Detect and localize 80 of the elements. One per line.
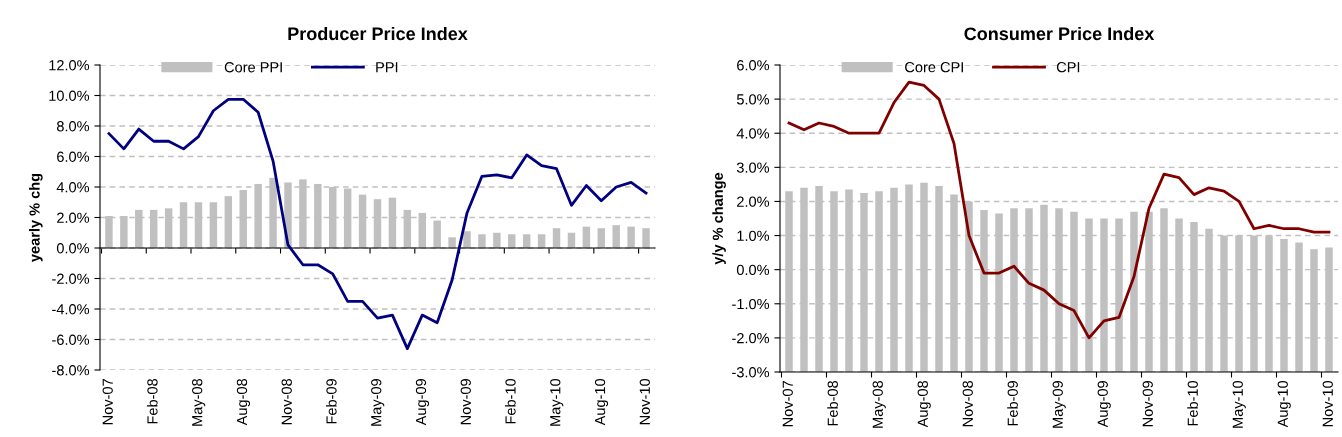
bar <box>448 237 456 248</box>
x-tick-label: Aug-09 <box>415 379 430 426</box>
bar <box>314 183 322 248</box>
bar <box>508 234 516 248</box>
x-tick-label: Nov-07 <box>782 381 793 427</box>
y-tick-label: 5.0% <box>736 94 770 105</box>
y-tick-label: -6.0% <box>52 334 90 345</box>
y-tick-label: 8.0% <box>56 121 90 132</box>
x-tick-label: May-09 <box>1052 381 1066 428</box>
line-series <box>107 97 648 351</box>
x-tick-label: Feb-10 <box>504 378 516 424</box>
x-tick-label: Nov-09 <box>1142 381 1153 427</box>
x-tick-label: May-08 <box>192 378 206 426</box>
y-tick-label: 4.0% <box>56 182 90 193</box>
y-axis-title: y/y % change <box>712 172 726 265</box>
y-tick-label: 1.0% <box>737 230 770 241</box>
x-tick-label: May-09 <box>371 379 385 426</box>
x-tick-label: Aug-10 <box>1277 380 1291 428</box>
x-tick-label: Nov-10 <box>639 378 650 425</box>
y-tick-label: 0.0% <box>736 264 770 276</box>
x-tick-label: Aug-08 <box>236 378 251 426</box>
legend-label: PPI <box>376 62 398 73</box>
x-tick-label: Nov-08 <box>281 378 292 425</box>
bar <box>1100 218 1108 372</box>
y-tick-label: 12.0% <box>49 60 90 71</box>
x-tick-label: Feb-10 <box>1187 380 1198 426</box>
x-tick-label: May-10 <box>1232 380 1246 428</box>
bar <box>1040 204 1048 372</box>
legend-label: Core CPI <box>905 62 963 73</box>
bar <box>905 184 913 372</box>
bar <box>254 183 262 248</box>
y-tick-label: -8.0% <box>52 365 90 376</box>
line-series <box>787 80 1331 340</box>
bar <box>418 212 426 248</box>
bar <box>1070 211 1078 372</box>
x-tick-label: Nov-07 <box>102 379 113 425</box>
bar <box>627 226 635 248</box>
y-tick-label: 2.0% <box>57 212 90 223</box>
legend-label: Core PPI <box>224 62 282 73</box>
bar <box>612 225 620 248</box>
x-tick-label: Nov-09 <box>460 379 471 425</box>
x-tick-label: Feb-08 <box>146 378 158 424</box>
bar <box>552 228 561 248</box>
y-tick-label: -4.0% <box>52 304 90 315</box>
x-tick-label: Feb-09 <box>325 379 337 424</box>
bar <box>1130 211 1138 372</box>
y-tick-label: -2.0% <box>732 332 770 344</box>
x-tick-label: Feb-08 <box>827 380 838 426</box>
x-tick-label: Aug-10 <box>594 378 609 426</box>
chart-title: Producer Price Index <box>288 26 468 41</box>
bar <box>597 228 606 248</box>
y-tick-label: 10.0% <box>49 90 90 101</box>
chart-title: Consumer Price Index <box>964 26 1155 41</box>
bar <box>935 186 943 372</box>
x-tick-label: Aug-09 <box>1097 381 1111 428</box>
x-tick-label: May-10 <box>550 378 564 426</box>
y-tick-label: -2.0% <box>52 273 90 284</box>
x-tick-label: Feb-09 <box>1007 381 1018 426</box>
y-tick-label: -3.0% <box>732 367 770 378</box>
y-tick-label: 0.0% <box>56 243 90 254</box>
y-axis-title: yearly % chg <box>29 173 43 262</box>
x-tick-label: Nov-08 <box>962 380 973 427</box>
x-tick-label: May-08 <box>872 380 886 428</box>
legend-label: CPI <box>1056 62 1080 73</box>
y-tick-label: 6.0% <box>737 60 770 71</box>
y-tick-label: 3.0% <box>736 162 770 173</box>
bar <box>224 196 233 248</box>
bar <box>642 228 650 248</box>
bar <box>478 234 486 248</box>
bar <box>493 232 501 248</box>
bar <box>875 191 883 372</box>
y-tick-label: 6.0% <box>57 151 90 162</box>
bar <box>1295 242 1303 372</box>
x-tick-label: Nov-10 <box>1322 380 1333 427</box>
bar <box>433 220 441 248</box>
y-tick-label: 4.0% <box>736 128 770 139</box>
bar <box>463 231 471 248</box>
y-tick-label: -1.0% <box>732 298 770 310</box>
y-tick-label: 2.0% <box>737 196 770 207</box>
x-tick-label: Aug-08 <box>917 380 931 428</box>
